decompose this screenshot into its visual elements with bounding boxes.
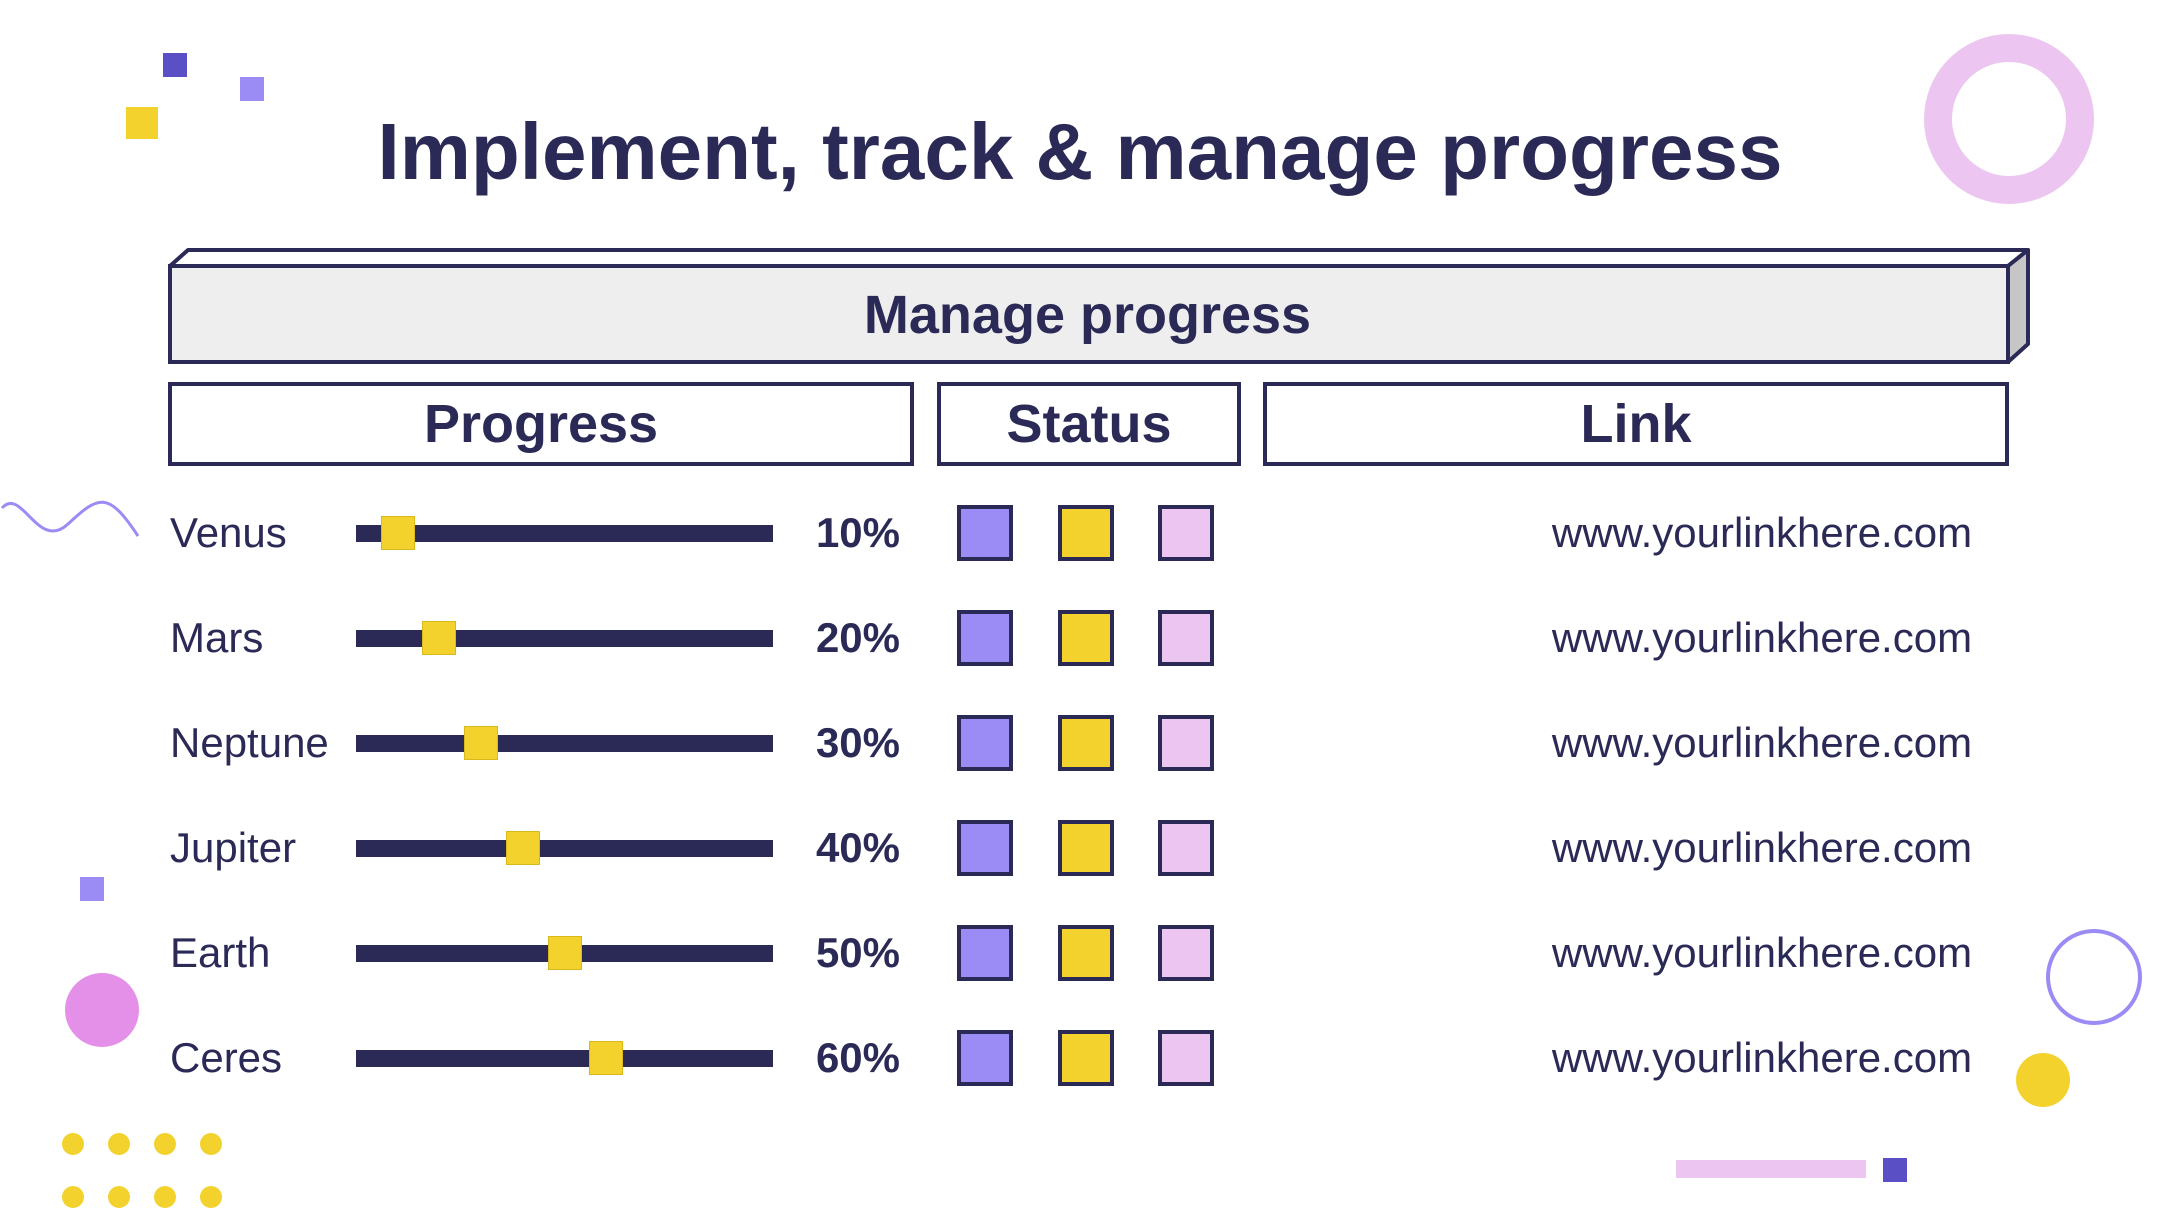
- status-box-yellow[interactable]: [1058, 1030, 1114, 1086]
- row-name: Ceres: [170, 1034, 283, 1081]
- decor-square-blue-bottom: [1883, 1158, 1907, 1182]
- row-name: Venus: [170, 509, 287, 556]
- table-row: Mars 20% www.yourlinkhere.com: [0, 588, 2160, 688]
- progress-slider-track[interactable]: [356, 630, 773, 647]
- progress-percent: 60%: [815, 1034, 900, 1081]
- row-link[interactable]: www.yourlinkhere.com: [1551, 1034, 1973, 1081]
- progress-slider-handle[interactable]: [380, 516, 415, 550]
- decor-square-lavender-left: [80, 877, 104, 901]
- progress-slider-handle[interactable]: [589, 1041, 624, 1075]
- progress-slider-track[interactable]: [356, 735, 773, 752]
- status-box-pink[interactable]: [1158, 610, 1214, 666]
- status-box-pink[interactable]: [1158, 820, 1214, 876]
- decor-ring-lavender: [2046, 929, 2142, 1025]
- decor-bar-pink: [1676, 1160, 1866, 1178]
- column-header-status: Status: [937, 382, 1241, 466]
- banner-title: Manage progress: [863, 285, 1312, 345]
- status-box-pink[interactable]: [1158, 715, 1214, 771]
- progress-percent: 50%: [815, 929, 900, 976]
- row-link[interactable]: www.yourlinkhere.com: [1551, 929, 1973, 976]
- table-row: Earth 50% www.yourlinkhere.com: [0, 903, 2160, 1003]
- decor-dots: [62, 1133, 232, 1211]
- status-box-purple[interactable]: [957, 820, 1013, 876]
- status-box-purple[interactable]: [957, 610, 1013, 666]
- status-box-yellow[interactable]: [1058, 610, 1114, 666]
- status-box-pink[interactable]: [1158, 1030, 1214, 1086]
- progress-percent: 30%: [815, 719, 900, 766]
- progress-percent: 40%: [815, 824, 900, 871]
- row-name: Jupiter: [170, 824, 297, 871]
- progress-slider-track[interactable]: [356, 525, 773, 542]
- decor-circle-yellow: [2016, 1053, 2070, 1107]
- progress-percent: 10%: [815, 509, 900, 556]
- status-box-pink[interactable]: [1158, 925, 1214, 981]
- row-name: Mars: [170, 614, 264, 661]
- page-title: Implement, track & manage progress: [377, 107, 1783, 196]
- decor-circle-magenta: [65, 973, 139, 1047]
- table-row: Ceres 60% www.yourlinkhere.com: [0, 1008, 2160, 1108]
- progress-slider-handle[interactable]: [422, 621, 457, 655]
- table-row: Jupiter 40% www.yourlinkhere.com: [0, 798, 2160, 898]
- progress-slider-handle[interactable]: [464, 726, 499, 760]
- status-box-purple[interactable]: [957, 925, 1013, 981]
- decor-square-yellow: [126, 107, 158, 139]
- status-box-purple[interactable]: [957, 715, 1013, 771]
- status-box-yellow[interactable]: [1058, 505, 1114, 561]
- status-box-purple[interactable]: [957, 1030, 1013, 1086]
- progress-slider-handle[interactable]: [505, 831, 540, 865]
- row-name: Neptune: [170, 719, 329, 766]
- row-name: Earth: [170, 929, 271, 976]
- row-link[interactable]: www.yourlinkhere.com: [1551, 824, 1973, 871]
- status-box-yellow[interactable]: [1058, 925, 1114, 981]
- column-header-link: Link: [1263, 382, 2009, 466]
- manage-progress-banner: [168, 248, 2030, 364]
- table-row: Neptune 30% www.yourlinkhere.com: [0, 693, 2160, 793]
- status-box-yellow[interactable]: [1058, 715, 1114, 771]
- decor-square-blue: [163, 53, 187, 77]
- row-link[interactable]: www.yourlinkhere.com: [1551, 614, 1973, 661]
- decor-square-lavender: [240, 77, 264, 101]
- decor-wave: [0, 500, 140, 537]
- column-header-progress: Progress: [168, 382, 914, 466]
- progress-slider-handle[interactable]: [547, 936, 582, 970]
- status-box-pink[interactable]: [1158, 505, 1214, 561]
- progress-percent: 20%: [815, 614, 900, 661]
- progress-slider-track[interactable]: [356, 840, 773, 857]
- row-link[interactable]: www.yourlinkhere.com: [1551, 509, 1973, 556]
- row-link[interactable]: www.yourlinkhere.com: [1551, 719, 1973, 766]
- progress-slider-track[interactable]: [356, 1050, 773, 1067]
- status-box-yellow[interactable]: [1058, 820, 1114, 876]
- table-row: Venus 10% www.yourlinkhere.com: [0, 483, 2160, 583]
- status-box-purple[interactable]: [957, 505, 1013, 561]
